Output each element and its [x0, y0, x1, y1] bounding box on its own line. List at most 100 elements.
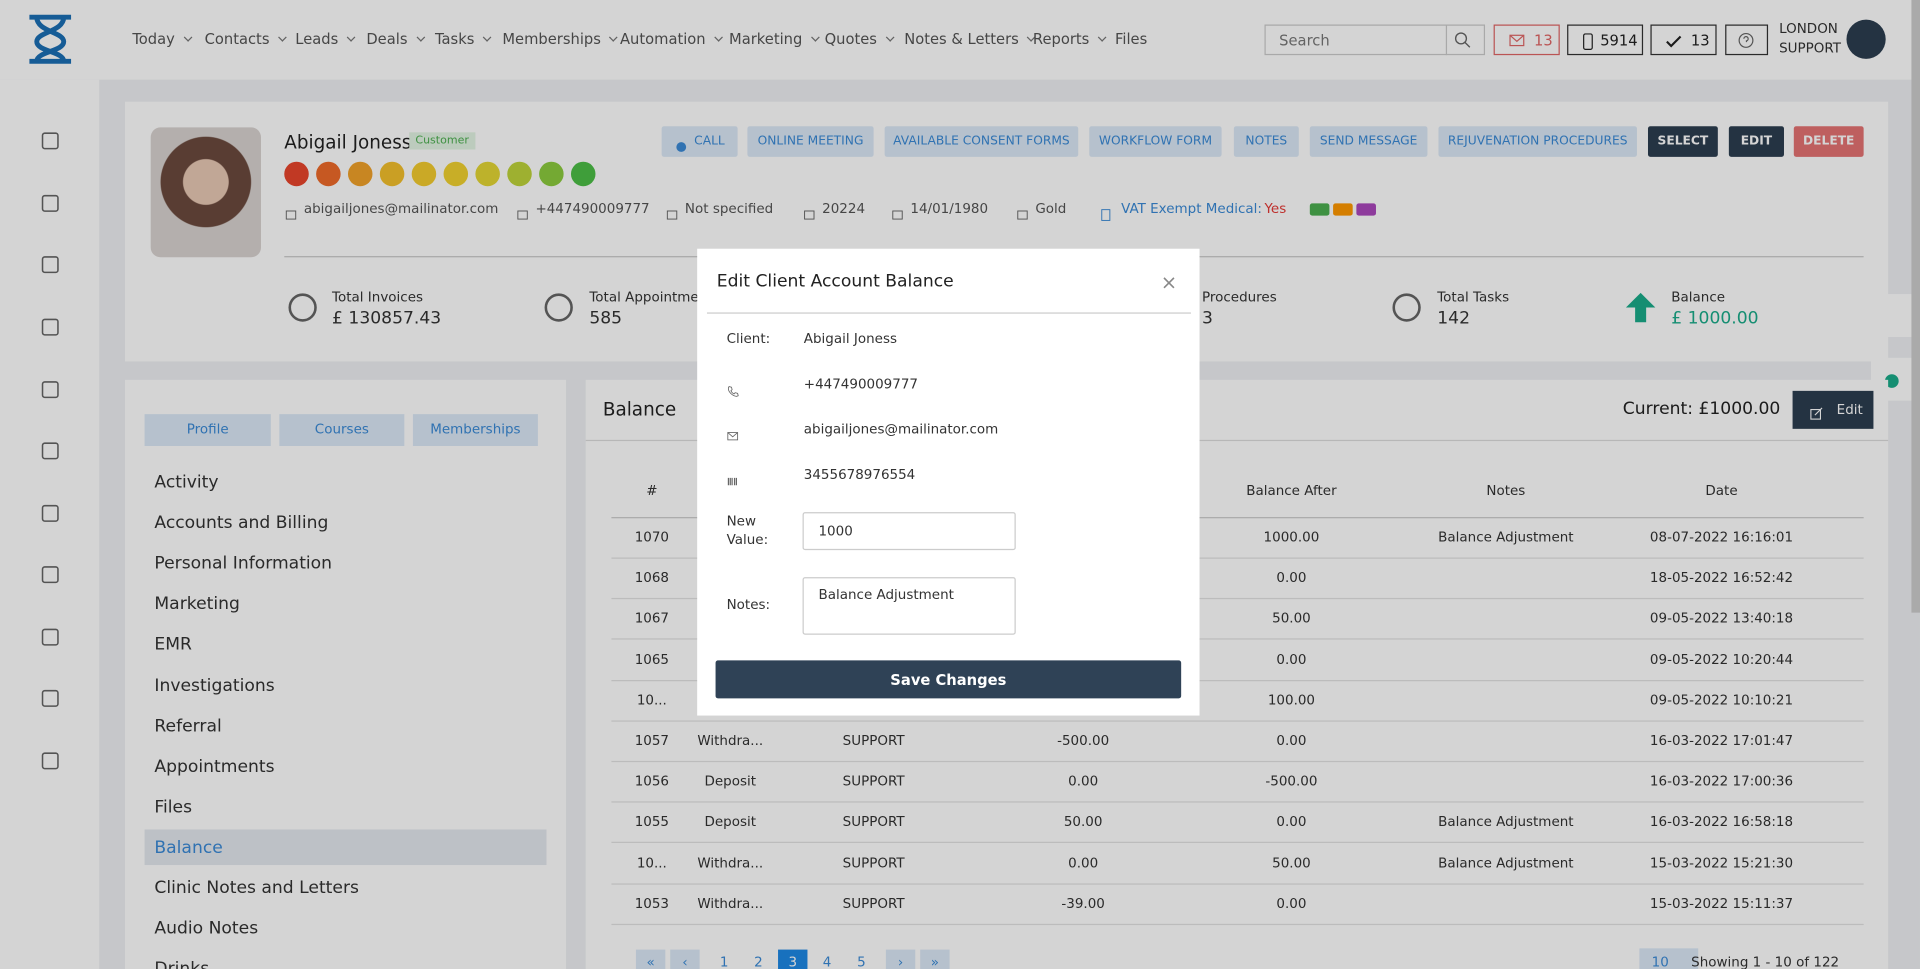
nav-item[interactable]: Tasks: [434, 30, 475, 48]
page-button[interactable]: [635, 949, 666, 969]
top-bar: [0, 0, 1920, 80]
page-button[interactable]: [812, 949, 842, 969]
page-button[interactable]: [670, 949, 700, 969]
nav-item[interactable]: Contacts: [204, 30, 270, 48]
rating-face[interactable]: [347, 161, 373, 187]
cell-notes: Balance Adjustment: [1438, 529, 1574, 546]
menu-item[interactable]: Personal Information: [154, 554, 333, 574]
menu-item[interactable]: Audio Notes: [154, 919, 259, 939]
help-button[interactable]: [1725, 24, 1769, 56]
stat-icon: [284, 289, 321, 326]
page-button[interactable]: [709, 949, 739, 969]
rating-face[interactable]: [475, 161, 500, 187]
cell-user: SUPPORT: [842, 773, 905, 790]
nav-item[interactable]: Deals: [366, 30, 408, 48]
modal-title: Edit Client Account Balance: [716, 272, 954, 292]
cell-id: 1065: [634, 651, 669, 668]
cell-after: 0.00: [1276, 895, 1307, 912]
action-button[interactable]: [1089, 126, 1222, 157]
cell-user: SUPPORT: [842, 732, 905, 749]
page-button[interactable]: [743, 949, 774, 969]
stat-value: 142: [1437, 308, 1470, 329]
page-label: 3: [788, 954, 798, 969]
table-header: #: [646, 482, 658, 499]
client-id: 20224: [822, 200, 866, 217]
nav-item[interactable]: Leads: [295, 30, 339, 48]
cell-id: 1056: [634, 773, 669, 790]
menu-item[interactable]: Drinks: [154, 958, 209, 969]
action-button[interactable]: [661, 126, 738, 157]
menu-item[interactable]: Appointments: [154, 756, 275, 777]
menu-item[interactable]: EMR: [154, 635, 192, 655]
tab[interactable]: [144, 414, 271, 446]
menu-item[interactable]: Investigations: [154, 675, 275, 696]
logo: [25, 12, 76, 66]
page-button[interactable]: [778, 949, 808, 969]
nav-item[interactable]: Automation: [619, 30, 706, 48]
side-icon: [39, 502, 61, 524]
rating-face[interactable]: [284, 161, 309, 187]
rating-face[interactable]: [316, 161, 341, 187]
tab[interactable]: [279, 414, 405, 446]
phone-button[interactable]: [1567, 24, 1644, 56]
nav-item[interactable]: Notes & Letters: [904, 30, 1019, 48]
modal-close[interactable]: ×: [1160, 270, 1178, 295]
page-button[interactable]: [846, 949, 877, 969]
textarea-value: Balance Adjustment: [818, 586, 954, 603]
rating-face[interactable]: [507, 161, 532, 187]
rating-face[interactable]: [570, 161, 596, 187]
cell-user: SUPPORT: [842, 895, 905, 912]
nav-item[interactable]: Quotes: [824, 30, 877, 48]
nav-item[interactable]: Marketing: [729, 30, 803, 48]
rating-face[interactable]: [539, 161, 564, 187]
menu-item[interactable]: Clinic Notes and Letters: [154, 878, 359, 899]
menu-item[interactable]: Balance: [154, 837, 223, 858]
page-button[interactable]: [920, 949, 950, 969]
action-button[interactable]: [1793, 126, 1864, 157]
menu-item[interactable]: Referral: [154, 716, 222, 736]
check-button[interactable]: [1650, 24, 1717, 56]
nav-item[interactable]: Reports: [1032, 30, 1090, 48]
row-line: [611, 557, 1864, 559]
cell-after: -500.00: [1265, 773, 1318, 790]
mail-button[interactable]: [1493, 24, 1560, 56]
page-label: ›: [897, 954, 904, 969]
action-button[interactable]: [1438, 126, 1637, 157]
new-value-input[interactable]: [802, 512, 1016, 551]
nav-item[interactable]: Today: [132, 30, 175, 48]
rating-face[interactable]: [379, 161, 405, 187]
stat-icon: [1622, 289, 1659, 326]
action-label: REJUVENATION PROCEDURES: [1447, 134, 1628, 148]
action-button[interactable]: [884, 126, 1079, 157]
cell-after: 0.00: [1276, 569, 1307, 586]
action-button[interactable]: [1647, 126, 1718, 157]
cell-amount: 50.00: [1063, 814, 1103, 830]
rating-face[interactable]: [411, 161, 437, 187]
save-label: Save Changes: [890, 670, 1007, 688]
menu-active: [144, 829, 547, 865]
menu-item[interactable]: Accounts and Billing: [154, 513, 329, 534]
page-button[interactable]: [885, 949, 916, 969]
notes-textarea[interactable]: [802, 577, 1016, 635]
client-dob: 14/01/1980: [910, 200, 989, 217]
nav-item[interactable]: Files: [1114, 30, 1148, 48]
tab[interactable]: [412, 414, 538, 446]
edit-button[interactable]: [1792, 390, 1874, 429]
menu-item[interactable]: Activity: [154, 472, 219, 493]
save-button[interactable]: [715, 660, 1182, 699]
action-button[interactable]: [1233, 126, 1299, 157]
cell-after: 0.00: [1276, 814, 1307, 830]
nav-item[interactable]: Memberships: [502, 30, 601, 48]
action-button[interactable]: [1309, 126, 1428, 157]
stat-value: £ 130857.43: [332, 308, 442, 329]
action-button[interactable]: [747, 126, 874, 157]
stat-icon: [1388, 289, 1425, 326]
avatar[interactable]: [1846, 19, 1886, 59]
page-size[interactable]: [1639, 948, 1699, 969]
action-button[interactable]: [1728, 126, 1784, 157]
menu-item[interactable]: Marketing: [154, 594, 240, 615]
rating-face[interactable]: [443, 161, 469, 187]
menu-item[interactable]: Files: [154, 797, 193, 818]
field-value: Abigail Joness: [803, 330, 897, 347]
